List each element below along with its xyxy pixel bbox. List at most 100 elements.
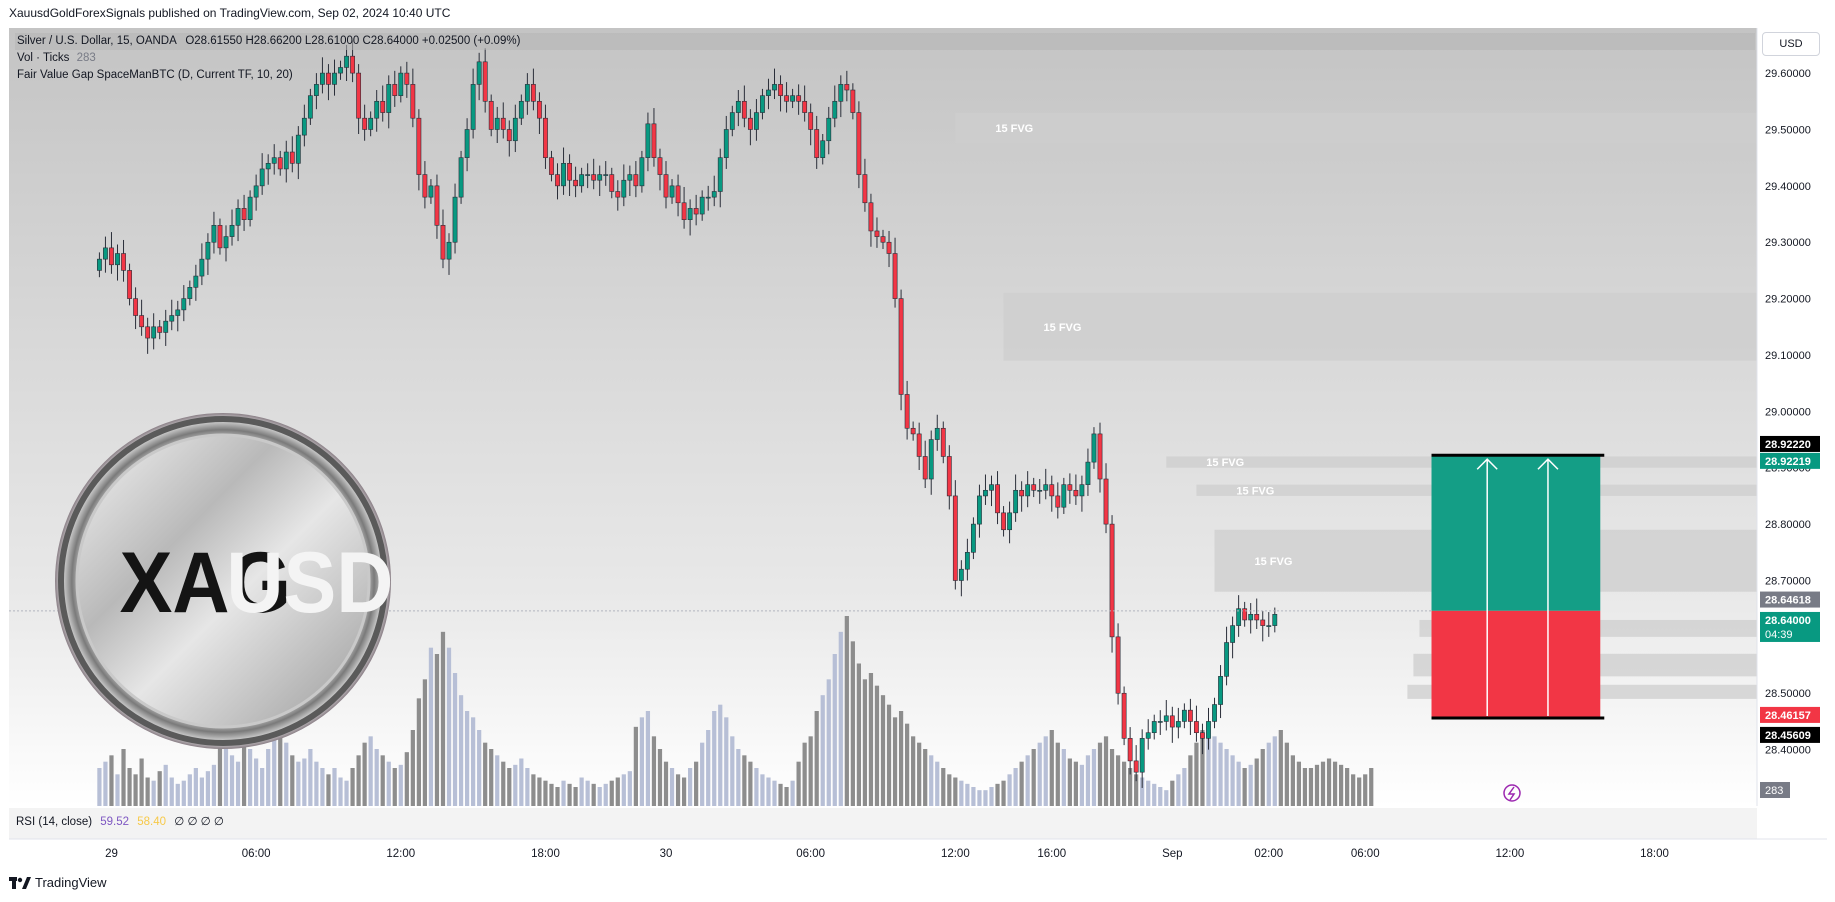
candle-body[interactable] — [223, 236, 229, 249]
candle-body[interactable] — [1272, 614, 1278, 626]
candle-body[interactable] — [603, 174, 609, 176]
candle-body[interactable] — [808, 112, 814, 130]
candle-body[interactable] — [615, 191, 621, 198]
candle-body[interactable] — [307, 95, 313, 119]
candle-body[interactable] — [989, 484, 994, 491]
candle-body[interactable] — [392, 84, 398, 96]
candle-body[interactable] — [946, 456, 952, 497]
candle-body[interactable] — [772, 84, 777, 91]
candle-body[interactable] — [313, 84, 319, 96]
candle-body[interactable] — [1097, 433, 1103, 480]
candle-body[interactable] — [699, 196, 705, 215]
candle-body[interactable] — [983, 489, 988, 497]
candle-body[interactable] — [1073, 489, 1079, 497]
candle-body[interactable] — [524, 84, 530, 102]
candle-body[interactable] — [416, 117, 422, 175]
candle-body[interactable] — [802, 100, 808, 113]
candle-body[interactable] — [1109, 523, 1115, 638]
candle-body[interactable] — [1260, 619, 1266, 626]
tradingview-brand[interactable]: TradingView — [9, 875, 107, 890]
candle-body[interactable] — [1103, 478, 1109, 525]
candle-body[interactable] — [844, 84, 850, 91]
candle-body[interactable] — [1007, 512, 1012, 531]
candle-body[interactable] — [332, 72, 337, 85]
candle-body[interactable] — [410, 84, 416, 119]
candle-body[interactable] — [1236, 608, 1242, 626]
candle-body[interactable] — [964, 552, 970, 570]
rsi-label[interactable]: RSI (14, close) — [16, 816, 93, 828]
candle-body[interactable] — [494, 117, 500, 130]
candle-body[interactable] — [217, 225, 223, 249]
candle-body[interactable] — [1218, 676, 1223, 705]
candle-body[interactable] — [1037, 489, 1043, 492]
candle-body[interactable] — [512, 117, 518, 142]
candle-body[interactable] — [729, 112, 735, 130]
candle-body[interactable] — [356, 72, 362, 119]
candle-body[interactable] — [229, 225, 235, 237]
candle-body[interactable] — [247, 196, 253, 220]
candle-body[interactable] — [1254, 614, 1260, 621]
candle-body[interactable] — [928, 439, 934, 480]
candle-body[interactable] — [657, 157, 663, 175]
candle-body[interactable] — [1133, 760, 1139, 773]
candle-body[interactable] — [856, 112, 862, 175]
candle-body[interactable] — [1019, 489, 1025, 497]
candle-body[interactable] — [452, 196, 458, 243]
candle-body[interactable] — [446, 241, 452, 260]
candle-body[interactable] — [175, 309, 181, 316]
candle-body[interactable] — [277, 157, 283, 170]
candle-body[interactable] — [747, 117, 753, 130]
candle-body[interactable] — [555, 174, 560, 187]
candle-body[interactable] — [711, 191, 717, 198]
candle-body[interactable] — [1121, 692, 1127, 739]
candle-body[interactable] — [754, 112, 759, 130]
stop-loss-zone[interactable] — [1431, 610, 1601, 719]
candle-body[interactable] — [326, 72, 331, 85]
candle-body[interactable] — [952, 495, 958, 581]
candle-body[interactable] — [506, 129, 512, 142]
candle-body[interactable] — [1025, 484, 1031, 497]
legend-volume-row[interactable]: Vol · Ticks 283 — [17, 52, 96, 64]
candle-body[interactable] — [1242, 608, 1248, 621]
candle-body[interactable] — [880, 236, 886, 243]
candle-body[interactable] — [609, 174, 615, 192]
candle-body[interactable] — [163, 320, 169, 333]
candle-body[interactable] — [995, 484, 1000, 514]
candle-body[interactable] — [428, 185, 434, 198]
candle-body[interactable] — [1013, 489, 1019, 514]
candle-body[interactable] — [958, 568, 964, 581]
candle-body[interactable] — [1169, 715, 1175, 728]
candle-body[interactable] — [892, 253, 898, 299]
candle-body[interactable] — [741, 100, 747, 119]
candle-body[interactable] — [271, 157, 277, 164]
price-tag-take-profit[interactable] — [1760, 435, 1820, 452]
candle-body[interactable] — [537, 100, 542, 119]
candle-body[interactable] — [567, 163, 572, 181]
legend-symbol[interactable]: Silver / U.S. Dollar, 15, OANDA — [17, 35, 177, 47]
candle-body[interactable] — [259, 168, 265, 187]
candle-body[interactable] — [1043, 484, 1049, 491]
candle-body[interactable] — [886, 241, 892, 254]
price-tag-entry[interactable] — [1760, 591, 1820, 608]
candle-body[interactable] — [922, 456, 928, 480]
candle-body[interactable] — [301, 117, 307, 136]
legend-symbol-row[interactable]: Silver / U.S. Dollar, 15, OANDA O28.6155… — [17, 35, 520, 47]
candle-body[interactable] — [735, 100, 741, 113]
candle-body[interactable] — [1049, 484, 1055, 497]
candle-body[interactable] — [380, 100, 386, 113]
candle-body[interactable] — [549, 157, 554, 175]
candle-body[interactable] — [850, 89, 856, 113]
candle-body[interactable] — [1157, 721, 1163, 723]
candle-body[interactable] — [1248, 614, 1254, 621]
candle-body[interactable] — [350, 55, 355, 74]
candle-body[interactable] — [766, 89, 771, 96]
candle-body[interactable] — [181, 298, 187, 311]
candle-body[interactable] — [283, 151, 289, 170]
candle-body[interactable] — [717, 157, 723, 192]
candle-body[interactable] — [1145, 732, 1151, 739]
candle-body[interactable] — [868, 202, 874, 232]
candle-body[interactable] — [320, 72, 325, 85]
candle-body[interactable] — [651, 123, 657, 158]
candle-body[interactable] — [440, 225, 446, 260]
candle-body[interactable] — [1115, 636, 1121, 694]
